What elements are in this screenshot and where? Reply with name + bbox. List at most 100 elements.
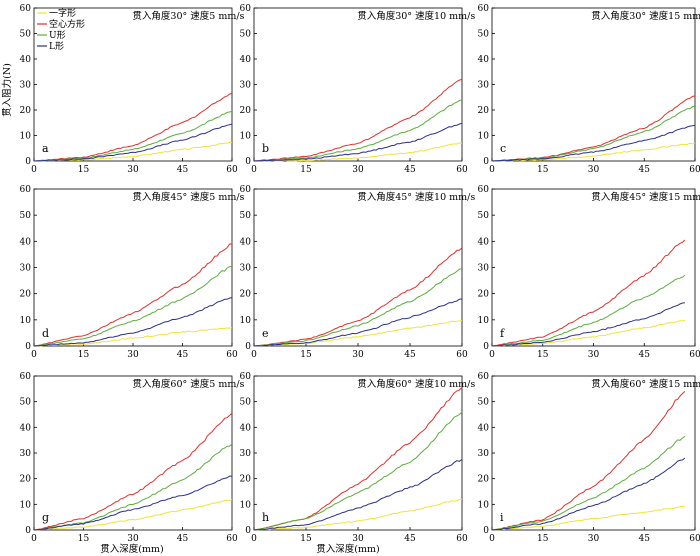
- x-tick-label: 15: [537, 350, 549, 360]
- plot-frame: [491, 375, 696, 531]
- panel-letter: d: [42, 327, 49, 340]
- series-line-4: [253, 122, 463, 162]
- x-tick-label: 15: [300, 350, 312, 360]
- chart-panel-d: 0 10 20 30 40 50 60 0 15 30 45 60 贯入角度45° 速度5 mm/s d: [20, 185, 245, 360]
- x-tick-label: 60: [456, 534, 468, 544]
- series-line-3: [491, 435, 686, 531]
- series-line-3: [253, 268, 463, 347]
- x-tick-label: 60: [226, 165, 238, 175]
- y-tick-label: 10: [478, 132, 490, 142]
- y-tick-label: 30: [240, 264, 252, 274]
- y-tick-label: 40: [240, 55, 252, 65]
- y-tick-label: 10: [20, 316, 32, 326]
- x-tick-label: 30: [588, 350, 600, 360]
- series-line-1: [492, 142, 696, 162]
- series-line-4: [33, 475, 232, 531]
- series-line-3: [253, 99, 463, 162]
- x-tick-label: 60: [456, 350, 468, 360]
- panel-letter: h: [262, 511, 269, 524]
- x-tick-label: 30: [127, 350, 139, 360]
- x-tick-label: 15: [78, 165, 90, 175]
- y-tick-label: 50: [20, 30, 32, 40]
- panel-title: 贯入角度60° 速度10 mm/s: [357, 378, 475, 390]
- y-tick-label: 50: [478, 30, 490, 40]
- panel-letter: g: [42, 511, 49, 524]
- series-line-3: [33, 110, 233, 162]
- plot-frame: [491, 7, 696, 162]
- plot-frame: [253, 188, 463, 347]
- y-tick-label: 30: [240, 449, 252, 459]
- x-tick-label: 30: [127, 534, 139, 544]
- x-axis-label-col2: 贯入深度(mm): [316, 543, 379, 555]
- legend-label: U形: [49, 29, 66, 41]
- series-line-2: [33, 412, 233, 531]
- x-tick-label: 45: [177, 534, 189, 544]
- x-tick-label: 30: [352, 534, 364, 544]
- series-line-4: [253, 298, 463, 347]
- x-tick-label: 30: [127, 165, 139, 175]
- x-tick-label: 60: [689, 350, 700, 360]
- series-line-2: [33, 92, 233, 162]
- x-tick-label: 30: [588, 534, 600, 544]
- y-tick-label: 20: [20, 475, 32, 485]
- x-tick-label: 15: [78, 350, 90, 360]
- y-tick-label: 20: [240, 290, 252, 300]
- x-tick-label: 0: [31, 350, 37, 360]
- panel-title: 贯入角度60° 速度15 mm/s: [591, 378, 700, 390]
- y-tick-label: 20: [20, 290, 32, 300]
- y-tick-label: 30: [20, 264, 32, 274]
- panel-letter: a: [42, 142, 49, 155]
- plot-frame: [33, 375, 233, 531]
- panel-title: 贯入角度45° 速度5 mm/s: [132, 191, 244, 203]
- y-tick-label: 40: [240, 423, 252, 433]
- x-tick-label: 15: [537, 534, 549, 544]
- y-tick-label: 30: [478, 81, 490, 91]
- y-tick-label: 40: [20, 237, 32, 247]
- y-tick-label: 60: [20, 185, 32, 195]
- y-tick-label: 0: [245, 157, 251, 167]
- panel-letter: e: [262, 327, 269, 340]
- x-tick-label: 15: [78, 534, 90, 544]
- series-line-3: [33, 265, 233, 347]
- chart-panel-h: 0 10 20 30 40 50 60 0 15 30 45 60 贯入角度60° 速度10 mm/s h: [240, 372, 476, 544]
- x-tick-label: 60: [689, 165, 700, 175]
- x-tick-label: 30: [588, 165, 600, 175]
- y-tick-label: 50: [478, 398, 490, 408]
- panel-letter: b: [262, 142, 269, 155]
- series-line-4: [33, 123, 233, 162]
- x-tick-label: 45: [639, 534, 651, 544]
- y-tick-label: 40: [20, 423, 32, 433]
- y-tick-label: 20: [20, 106, 32, 116]
- y-tick-label: 0: [25, 342, 31, 352]
- series-line-1: [491, 505, 685, 531]
- series-line-4: [491, 457, 686, 531]
- y-tick-label: 20: [478, 290, 490, 300]
- series-line-3: [491, 105, 696, 162]
- panel-title: 贯入角度45° 速度15 mm/s: [591, 191, 700, 203]
- y-tick-label: 60: [478, 4, 490, 14]
- panel-letter: c: [500, 142, 506, 155]
- y-tick-label: 50: [240, 398, 252, 408]
- panel-title: 贯入角度45° 速度10 mm/s: [357, 191, 475, 203]
- panel-title: 贯入角度30° 速度5 mm/s: [132, 10, 244, 22]
- panels-group: 0 10 20 30 40 50 60 0 15 30 45 60 贯入角度30° 速度5 mm/s a 0…: [20, 4, 700, 544]
- x-tick-label: 0: [251, 165, 257, 175]
- y-tick-label: 30: [20, 81, 32, 91]
- y-tick-label: 50: [240, 211, 252, 221]
- chart-panel-i: 0 10 20 30 40 50 60 0 15 30 45 60 贯入角度60° 速度15 mm/s i: [478, 372, 700, 544]
- y-tick-label: 10: [240, 316, 252, 326]
- chart-panel-g: 0 10 20 30 40 50 60 0 15 30 45 60 贯入角度60° 速度5 mm/s g: [20, 372, 245, 544]
- y-tick-label: 40: [20, 55, 32, 65]
- y-tick-label: 10: [20, 132, 32, 142]
- x-axis-label-col1: 贯入深度(mm): [100, 543, 163, 555]
- x-tick-label: 60: [226, 350, 238, 360]
- y-tick-label: 40: [478, 237, 490, 247]
- x-tick-label: 0: [251, 350, 257, 360]
- x-tick-label: 0: [489, 350, 495, 360]
- panel-title: 贯入角度30° 速度10 mm/s: [357, 10, 475, 22]
- y-tick-label: 0: [245, 526, 251, 536]
- series-line-2: [491, 95, 696, 162]
- x-tick-label: 60: [689, 534, 700, 544]
- y-tick-label: 10: [240, 132, 252, 142]
